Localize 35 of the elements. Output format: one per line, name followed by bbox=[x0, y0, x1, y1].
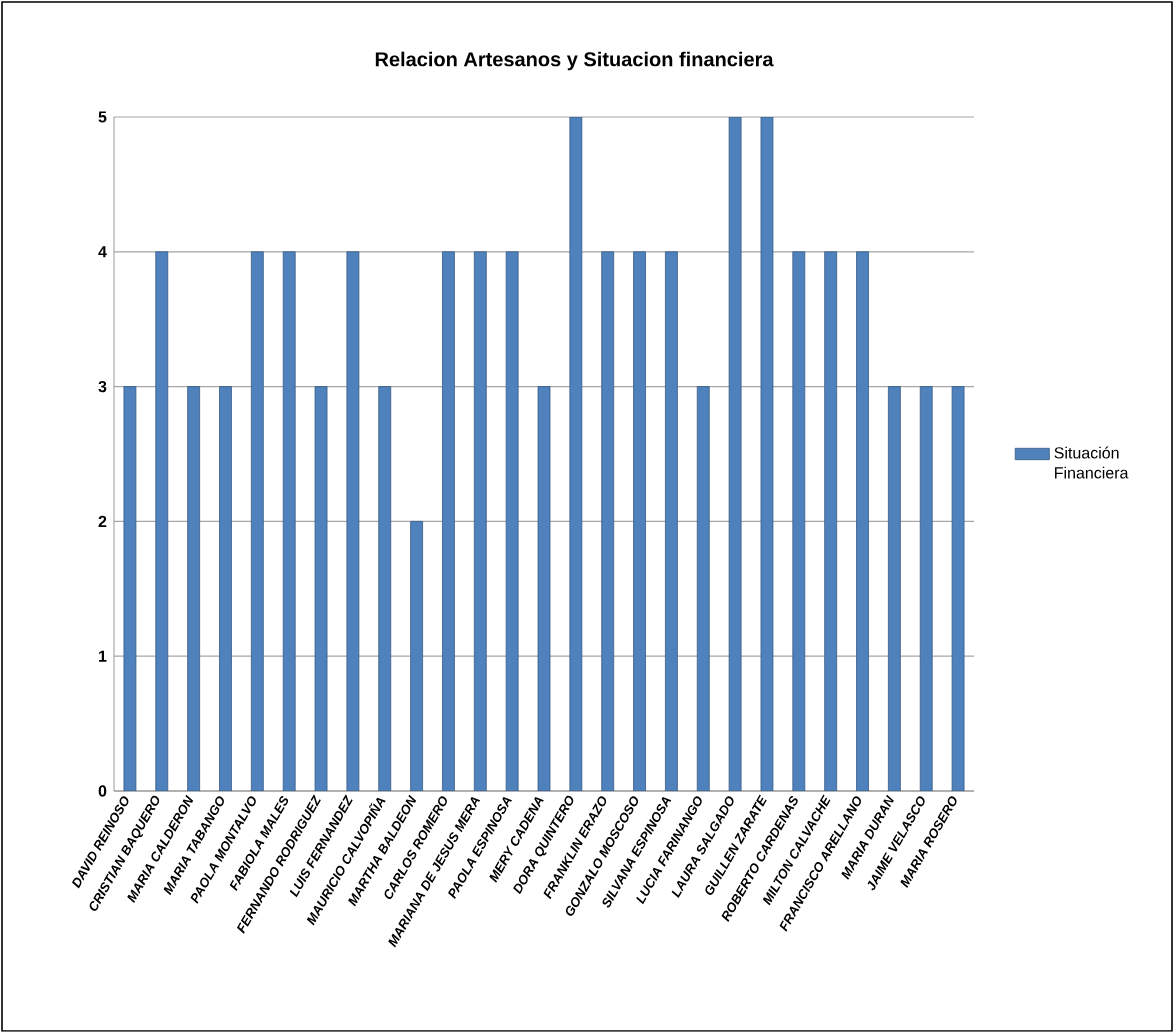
bar bbox=[378, 386, 392, 791]
bar bbox=[665, 251, 678, 791]
y-tick-label: 1 bbox=[99, 650, 107, 662]
bar bbox=[728, 116, 742, 791]
y-tick-label: 3 bbox=[98, 380, 107, 393]
bar bbox=[792, 251, 806, 791]
bar bbox=[824, 251, 838, 791]
bar bbox=[696, 386, 710, 791]
bar bbox=[250, 251, 264, 791]
bar bbox=[633, 251, 646, 791]
bar bbox=[887, 386, 901, 791]
bar bbox=[951, 386, 965, 791]
bar bbox=[537, 386, 551, 791]
legend-label: Situación Financiera bbox=[1054, 446, 1129, 479]
bar bbox=[346, 251, 360, 791]
bar bbox=[601, 251, 615, 791]
y-tick-label: 0 bbox=[98, 785, 107, 797]
bar bbox=[282, 251, 296, 791]
bar bbox=[442, 251, 455, 791]
y-tick-label: 5 bbox=[98, 111, 107, 123]
bar bbox=[219, 386, 232, 791]
bar bbox=[919, 386, 933, 791]
bar bbox=[123, 386, 137, 791]
bar bbox=[410, 520, 423, 791]
bar bbox=[473, 251, 487, 791]
y-tick-label: 2 bbox=[98, 515, 107, 527]
chart-title: Relacion Artesanos y Situacion financiera bbox=[375, 51, 774, 71]
bar bbox=[155, 251, 169, 791]
bar bbox=[505, 251, 519, 791]
bar bbox=[314, 386, 328, 791]
bar bbox=[187, 386, 201, 791]
bar bbox=[569, 116, 583, 791]
y-tick-label: 4 bbox=[98, 246, 107, 258]
bar bbox=[760, 116, 774, 791]
bar bbox=[856, 251, 869, 791]
